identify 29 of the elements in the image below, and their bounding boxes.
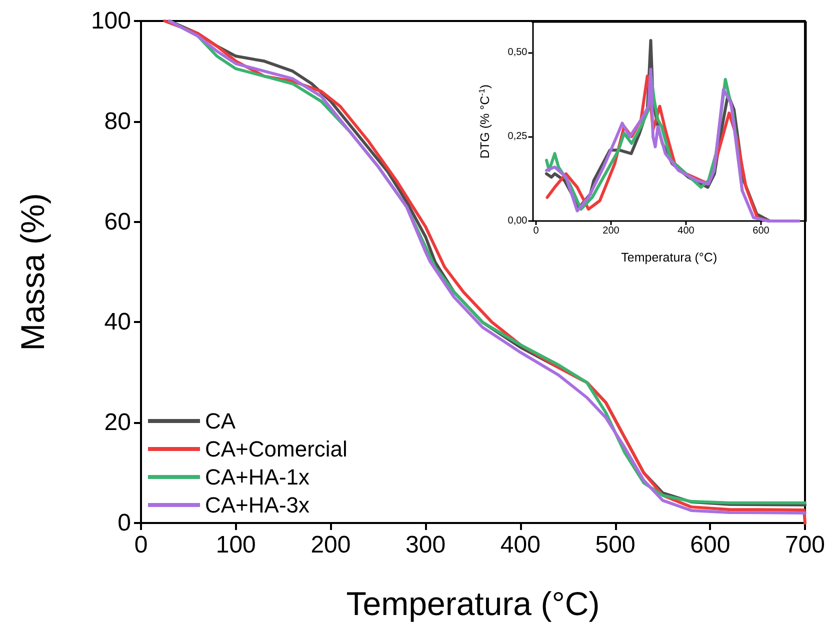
y-axis-title: Massa (%): [14, 193, 51, 351]
x-axis-title: Temperatura (°C): [621, 250, 718, 264]
x-tick-label: 0: [533, 226, 540, 236]
y-tick-label: 0,00: [508, 216, 528, 226]
y-tick-label: 100: [90, 8, 131, 34]
legend-label: CA+Comercial: [205, 436, 348, 462]
x-tick-label: 200: [602, 226, 620, 236]
x-tick-label: 600: [690, 532, 730, 558]
legend-label: CA+HA-3x: [205, 492, 310, 518]
y-tick-label: 60: [104, 208, 131, 236]
legend-label: CA: [205, 408, 236, 434]
x-axis-title: Temperatura (°C): [346, 585, 600, 622]
x-tick-label: 500: [595, 532, 636, 558]
y-tick-label: 0,25: [508, 131, 528, 142]
y-tick-label: 0,50: [508, 46, 528, 58]
y-tick-label: 20: [104, 409, 131, 436]
y-tick-label: 80: [104, 108, 131, 135]
y-tick-label: 0: [118, 510, 131, 536]
y-axis-title: DTG (% °C-1): [478, 84, 492, 159]
x-tick-label: 300: [406, 532, 446, 558]
x-tick-label: 0: [134, 532, 148, 558]
x-tick-label: 100: [216, 532, 256, 558]
y-tick-label: 40: [104, 308, 131, 336]
x-tick-label: 200: [310, 532, 351, 558]
x-tick-label: 700: [784, 532, 826, 558]
x-tick-label: 400: [678, 226, 695, 236]
x-tick-label: 600: [752, 226, 770, 236]
x-tick-label: 400: [500, 532, 540, 558]
legend-label: CA+HA-1x: [205, 464, 310, 490]
